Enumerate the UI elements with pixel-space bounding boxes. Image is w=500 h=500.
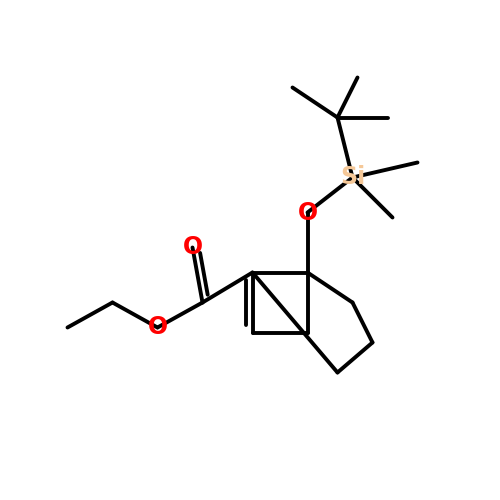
Text: O: O: [298, 200, 318, 224]
Text: O: O: [148, 316, 168, 340]
Text: Si: Si: [340, 166, 365, 190]
Text: O: O: [182, 236, 203, 260]
